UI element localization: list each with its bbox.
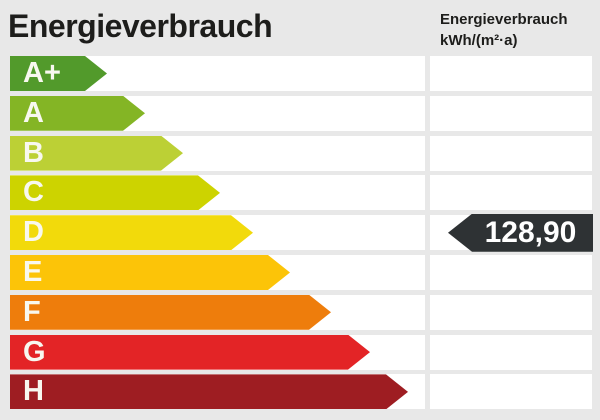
scale-arrow-c: C (10, 175, 220, 210)
value-badge-text: 128,90 (484, 215, 577, 249)
scale-arrow-label: H (23, 375, 44, 408)
scale-arrow-g: G (10, 335, 370, 370)
unit-label: Energieverbrauch kWh/(m²·a) (440, 9, 568, 51)
row-column-divider (425, 135, 430, 171)
scale-arrow-label: A (23, 96, 44, 129)
row-column-divider (425, 175, 430, 211)
row-column-divider (425, 56, 430, 91)
scale-arrow-b: B (10, 136, 183, 171)
scale-arrow-f: F (10, 295, 331, 330)
scale-arrow-label: B (23, 136, 44, 169)
scale-arrow-label: C (23, 176, 44, 209)
row-column-divider (425, 294, 430, 330)
scale-arrow-h: H (10, 374, 408, 409)
row-column-divider (425, 374, 430, 410)
unit-label-line2: kWh/(m²·a) (440, 32, 518, 49)
scale-arrow-a: A (10, 96, 145, 131)
row-column-divider (425, 95, 430, 131)
row-column-divider (425, 215, 430, 251)
scale-arrow-d: D (10, 215, 253, 250)
scale-arrow-label: E (23, 256, 43, 288)
unit-label-line1: Energieverbrauch (440, 11, 568, 28)
page-title: Energieverbrauch (8, 8, 273, 44)
row-column-divider (425, 255, 430, 290)
scale-arrow-label: G (23, 335, 46, 368)
scale-arrow-a-plus: A+ (10, 56, 107, 91)
scale-arrow-label: D (23, 216, 44, 249)
row-column-divider (425, 334, 430, 370)
scale-arrow-e: E (10, 255, 290, 290)
scale-arrow-label: F (23, 295, 41, 328)
scale-row-band-a-plus (10, 56, 592, 91)
value-badge: 128,90 (448, 213, 593, 252)
scale-arrow-label: A+ (23, 57, 61, 89)
